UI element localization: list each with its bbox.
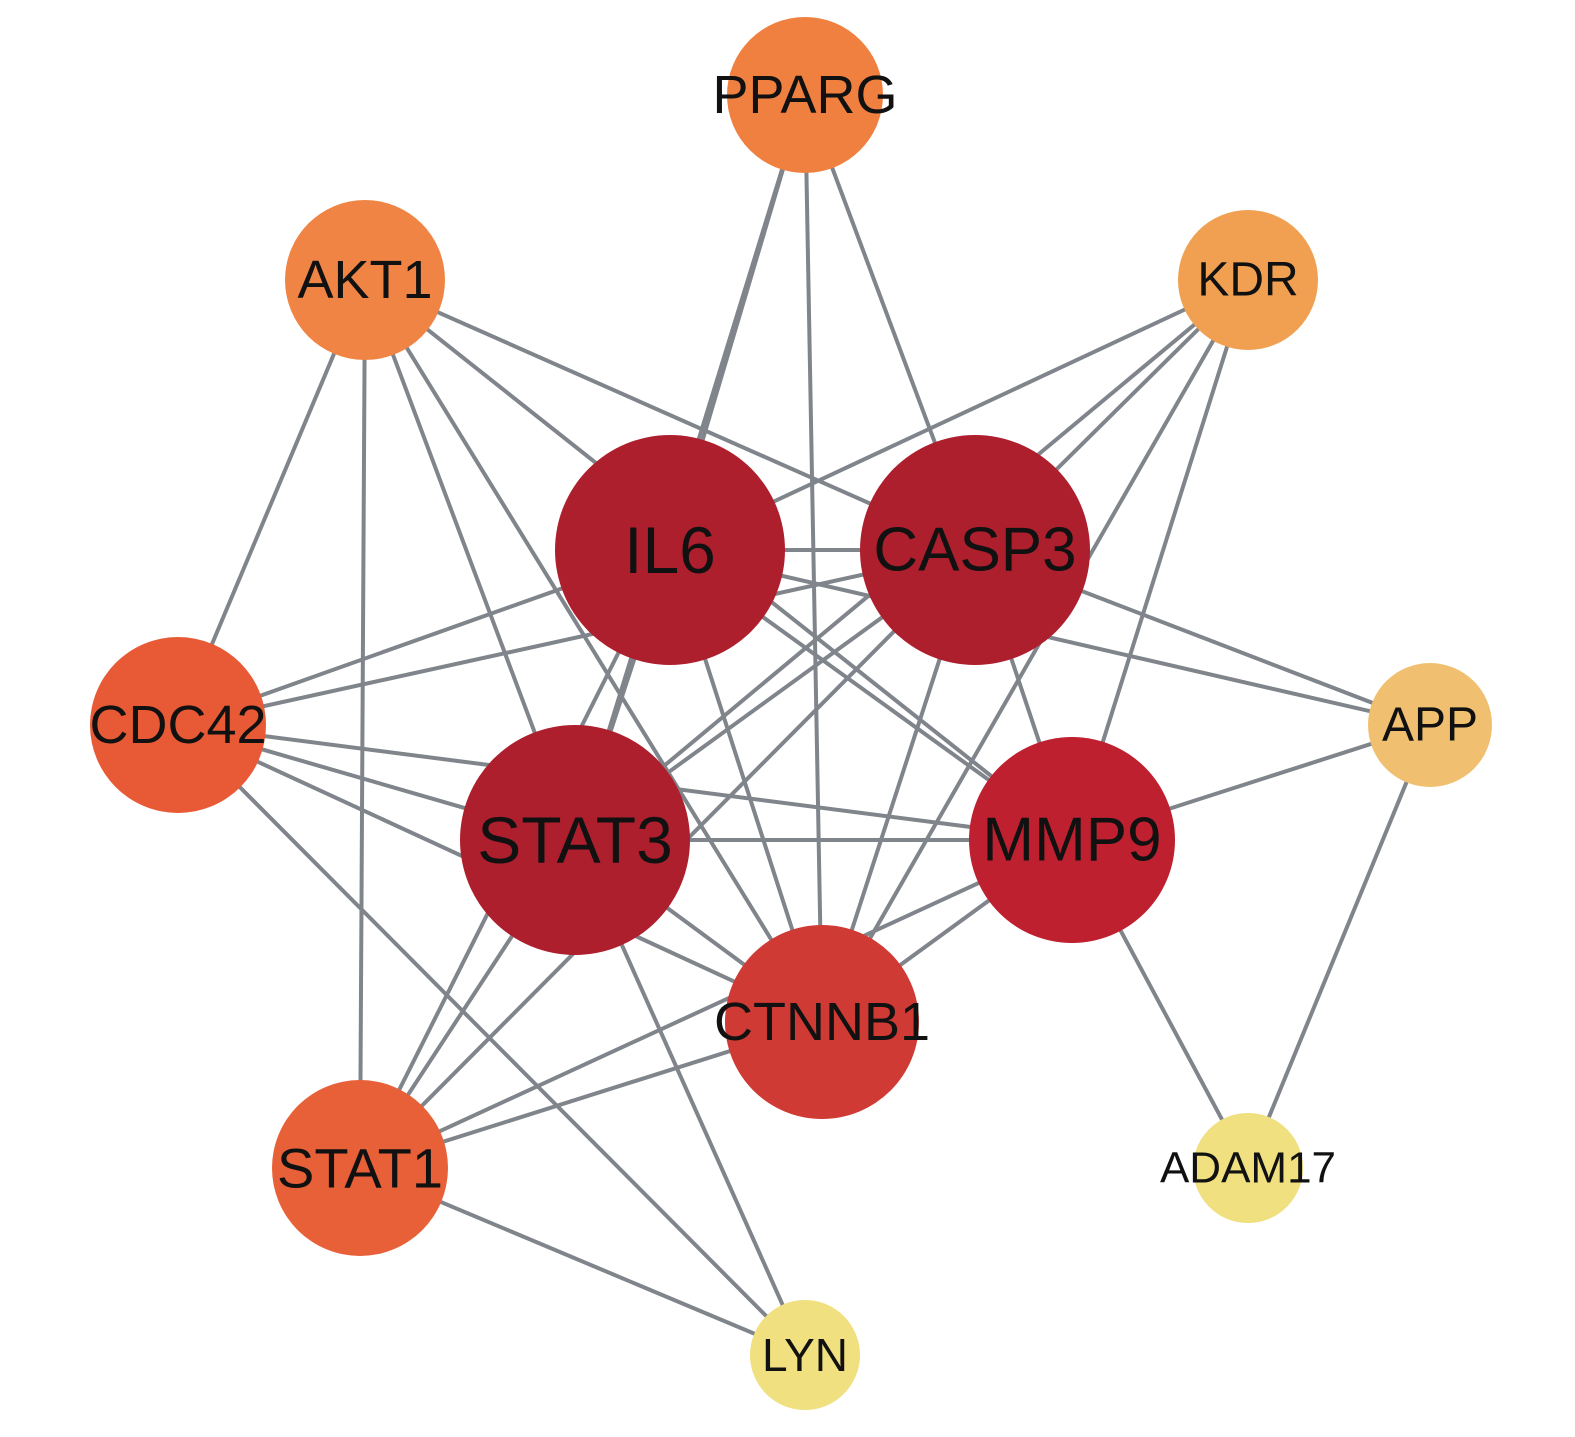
node-label: AKT1 <box>297 250 432 310</box>
node-label: CASP3 <box>873 516 1076 585</box>
node-label: LYN <box>762 1329 848 1381</box>
node <box>750 1300 860 1410</box>
node <box>460 725 690 955</box>
node-label: KDR <box>1197 254 1298 307</box>
edge <box>177 548 976 727</box>
edge <box>358 279 367 1169</box>
nodes: PPARG AKT1 KDR IL6 CASP3 CDC42 APP STAT3 MMP9 CTN… <box>89 17 1492 1410</box>
node <box>969 737 1175 943</box>
edge <box>820 279 1250 1023</box>
node <box>1193 1113 1303 1223</box>
node-label: MMP9 <box>982 806 1161 875</box>
node <box>1178 210 1318 350</box>
node-label: PPARG <box>712 65 897 125</box>
edge <box>1246 724 1432 1169</box>
edge <box>359 838 1073 1170</box>
node-label: CTNNB1 <box>714 992 930 1052</box>
node-label: STAT3 <box>477 803 673 877</box>
node <box>272 1080 448 1256</box>
node-label: APP <box>1382 699 1478 752</box>
node <box>727 17 883 173</box>
node-label: IL6 <box>624 513 716 587</box>
node <box>90 637 266 813</box>
node <box>555 435 785 665</box>
edge <box>176 723 807 1357</box>
node <box>1368 663 1492 787</box>
edge <box>669 548 1431 727</box>
node <box>860 435 1090 665</box>
node <box>725 925 919 1119</box>
node-label: ADAM17 <box>1160 1144 1336 1193</box>
edge <box>803 94 824 1023</box>
node-label: STAT1 <box>277 1137 443 1200</box>
edge <box>363 278 824 1024</box>
node <box>285 200 445 360</box>
node-label: CDC42 <box>89 695 266 755</box>
